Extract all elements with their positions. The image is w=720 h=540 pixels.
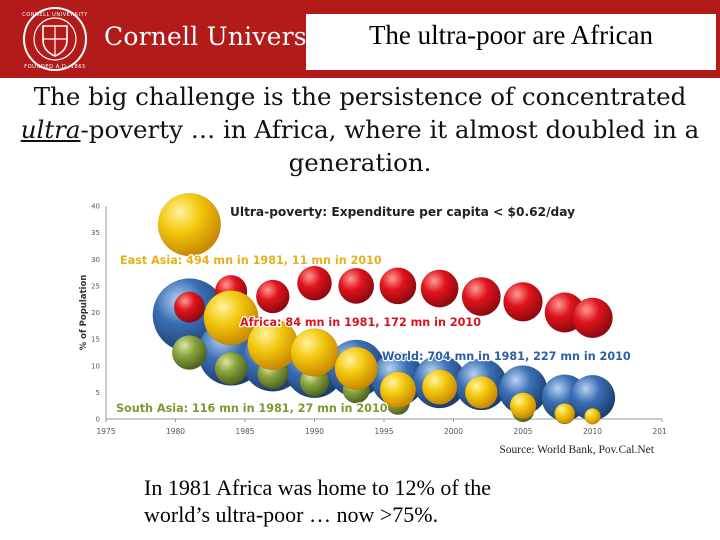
- cornell-seal-icon: CORNELL UNIVERSITY FOUNDED A.D. 1865: [22, 7, 88, 71]
- bottom-line-1: In 1981 Africa was home to 12% of the: [144, 475, 492, 500]
- slide-header: CORNELL UNIVERSITY FOUNDED A.D. 1865 Cor…: [0, 0, 720, 78]
- bubble-africa: [420, 269, 459, 308]
- bottom-statement: In 1981 Africa was home to 12% of the wo…: [144, 474, 704, 528]
- bubble-africa: [338, 267, 375, 304]
- bubble-africa: [173, 291, 205, 323]
- university-name: Cornell University: [104, 22, 340, 51]
- bubble-africa: [255, 279, 290, 314]
- lead-text-part2: -poverty … in Africa, where it almost do…: [80, 115, 700, 177]
- bubble-east-asia: [203, 290, 259, 346]
- y-tick-label: 10: [91, 362, 100, 370]
- lead-paragraph: The big challenge is the persistence of …: [20, 80, 700, 179]
- lead-text-part1: The big challenge is the persistence of …: [33, 82, 687, 111]
- bubble-africa: [297, 265, 332, 301]
- bubble-east-asia: [584, 408, 601, 425]
- y-tick-label: 25: [91, 282, 100, 290]
- y-tick-label: 5: [96, 389, 100, 397]
- bubble-east-asia: [334, 346, 378, 391]
- series-label-world: World: 704 mn in 1981, 227 mn in 2010: [382, 350, 631, 363]
- bubble-east-asia: [554, 403, 576, 425]
- series-label-east-asia: East Asia: 494 mn in 1981, 11 mn in 2010: [120, 254, 382, 267]
- slide-title: The ultra-poor are African: [368, 20, 654, 50]
- y-tick-label: 30: [91, 256, 100, 264]
- bubble-south-asia: [171, 334, 207, 370]
- bubble-africa: [379, 267, 417, 305]
- bubble-east-asia: [421, 369, 458, 405]
- bubble-east-asia: [464, 375, 498, 409]
- x-tick-label: 1980: [166, 427, 185, 436]
- bubble-east-asia: [157, 193, 221, 257]
- bubble-africa: [572, 297, 613, 339]
- y-tick-label: 40: [91, 203, 100, 211]
- svg-text:FOUNDED A.D. 1865: FOUNDED A.D. 1865: [24, 64, 86, 70]
- bubble-south-asia: [214, 351, 248, 385]
- y-tick-label: 0: [96, 416, 100, 424]
- x-tick-label: 1990: [305, 427, 324, 436]
- y-axis-label: % of Population: [79, 275, 89, 351]
- x-tick-label: 2005: [513, 427, 532, 436]
- bubble-east-asia: [509, 392, 537, 420]
- bottom-line-2: world’s ultra-poor … now >75%.: [144, 502, 439, 527]
- y-tick-label: 20: [91, 309, 100, 317]
- source-note: Source: World Bank, Pov.Cal.Net: [499, 444, 654, 456]
- x-tick-label: 1985: [235, 427, 254, 436]
- title-box: [306, 14, 716, 70]
- series-label-africa: Africa: 84 mn in 1981, 172 mn in 2010: [240, 316, 481, 329]
- lead-text-emphasis: ultra: [20, 115, 81, 144]
- series-label-south-asia: South Asia: 116 mn in 1981, 27 mn in 201…: [116, 402, 388, 415]
- chart-title: Ultra-poverty: Expenditure per capita < …: [230, 205, 575, 219]
- bubble-east-asia: [379, 371, 417, 408]
- bubble-east-asia: [290, 328, 339, 377]
- x-tick-label: 2015: [652, 427, 666, 436]
- x-tick-label: 2000: [444, 427, 463, 436]
- svg-text:CORNELL UNIVERSITY: CORNELL UNIVERSITY: [22, 12, 88, 18]
- bubble-africa: [503, 282, 543, 322]
- x-tick-label: 1995: [374, 427, 393, 436]
- ultra-poverty-bubble-chart: 1975198019851990199520002005201020150510…: [79, 193, 666, 436]
- x-tick-label: 2010: [583, 427, 602, 436]
- bubble-africa: [461, 276, 501, 317]
- y-tick-label: 35: [91, 229, 100, 237]
- y-tick-label: 15: [91, 336, 100, 344]
- x-tick-label: 1975: [96, 427, 115, 436]
